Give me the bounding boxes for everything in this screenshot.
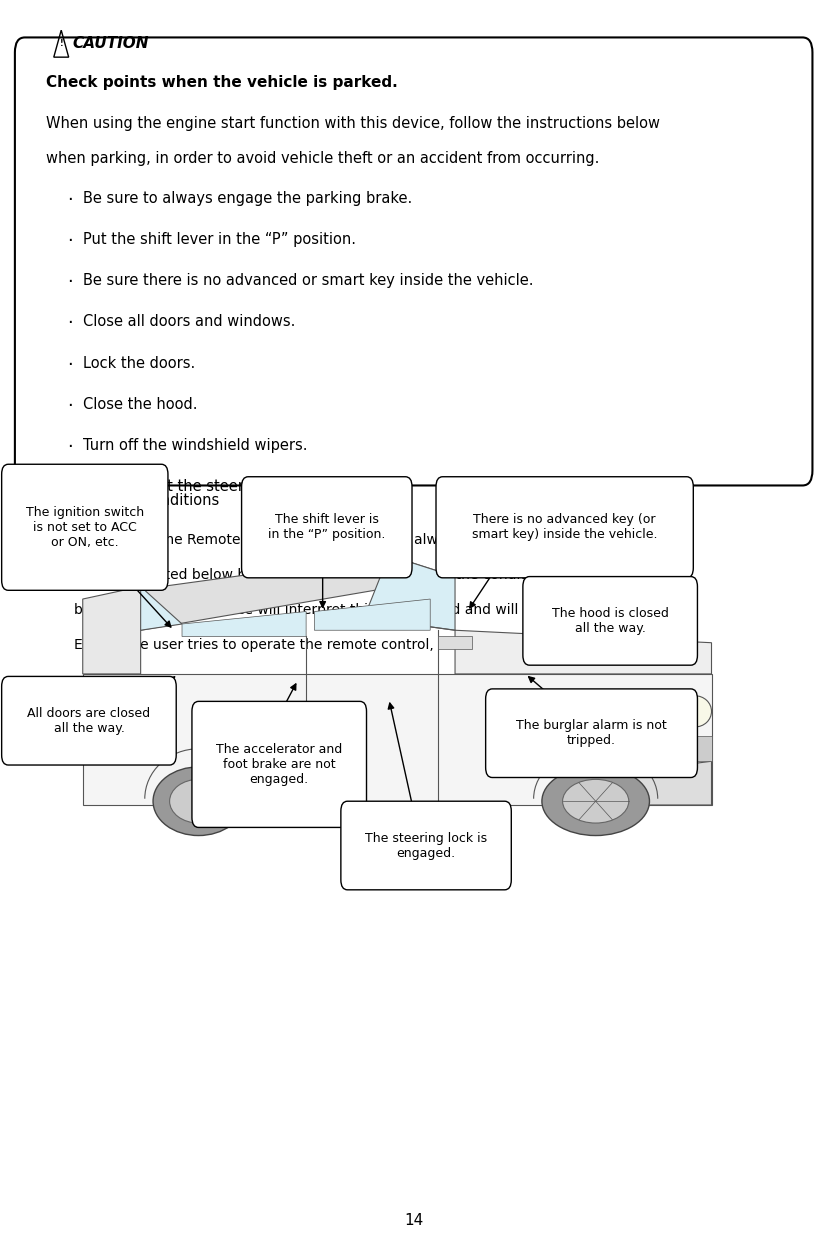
Text: The steering lock is
engaged.: The steering lock is engaged. (365, 831, 488, 860)
Text: ·: · (67, 314, 73, 332)
FancyBboxPatch shape (436, 477, 693, 578)
Polygon shape (116, 587, 182, 630)
Text: CAUTION: CAUTION (73, 36, 149, 51)
Text: ·: · (67, 273, 73, 291)
Text: Close the hood.: Close the hood. (82, 397, 197, 412)
Text: ·: · (67, 479, 73, 497)
Text: Lock the doors.: Lock the doors. (82, 356, 195, 371)
FancyBboxPatch shape (241, 477, 412, 578)
Text: Check points when the vehicle is parked.: Check points when the vehicle is parked. (46, 75, 397, 90)
Text: Engine Start Conditions: Engine Start Conditions (46, 493, 219, 508)
Text: Close all doors and windows.: Close all doors and windows. (82, 314, 295, 329)
Text: ·: · (67, 438, 73, 456)
Text: Turn off the windshield wipers.: Turn off the windshield wipers. (82, 438, 307, 453)
Text: All doors are closed
all the way.: All doors are closed all the way. (27, 706, 151, 735)
Ellipse shape (562, 779, 629, 824)
Ellipse shape (542, 766, 650, 836)
Text: The ignition switch
is not set to ACC
or ON, etc.: The ignition switch is not set to ACC or… (26, 505, 144, 549)
Polygon shape (646, 736, 711, 761)
Polygon shape (314, 599, 430, 630)
Text: The burglar alarm is not
tripped.: The burglar alarm is not tripped. (516, 719, 667, 748)
Polygon shape (82, 587, 141, 674)
Text: Be sure to always engage the parking brake.: Be sure to always engage the parking bra… (82, 191, 412, 206)
Text: ·: · (67, 232, 73, 250)
Polygon shape (82, 674, 711, 805)
Text: There is no advanced key (or
smart key) inside the vehicle.: There is no advanced key (or smart key) … (472, 513, 657, 542)
FancyBboxPatch shape (341, 801, 512, 890)
FancyBboxPatch shape (2, 676, 176, 765)
Text: when parking, in order to avoid vehicle theft or an accident from occurring.: when parking, in order to avoid vehicle … (46, 151, 599, 166)
Polygon shape (116, 555, 455, 630)
Text: 14: 14 (404, 1213, 423, 1228)
Polygon shape (612, 761, 711, 805)
Polygon shape (455, 630, 711, 674)
Text: !: ! (59, 39, 63, 49)
Text: ·: · (67, 191, 73, 208)
FancyBboxPatch shape (522, 577, 697, 665)
FancyBboxPatch shape (192, 701, 367, 827)
Ellipse shape (170, 779, 227, 824)
Text: Be sure there is no advanced or smart key inside the vehicle.: Be sure there is no advanced or smart ke… (82, 273, 533, 288)
FancyBboxPatch shape (15, 37, 812, 485)
Text: been satisfied, the device will interpret this as a hazard and will not operate.: been satisfied, the device will interpre… (74, 603, 609, 617)
Text: Even if the user tries to operate the remote control, the engine will not start.: Even if the user tries to operate the re… (74, 638, 609, 651)
Polygon shape (182, 612, 306, 636)
Ellipse shape (678, 696, 711, 726)
Polygon shape (438, 636, 472, 649)
Text: The hood is closed
all the way.: The hood is closed all the way. (552, 607, 669, 635)
Text: Put the shift lever in the “P” position.: Put the shift lever in the “P” position. (82, 232, 356, 247)
Text: When using the engine start function with this device, follow the instructions b: When using the engine start function wit… (46, 116, 660, 131)
Text: Be sure that the steering lock is engaged.: Be sure that the steering lock is engage… (82, 479, 390, 494)
Polygon shape (364, 555, 455, 630)
Text: conditions listed below beforehand. Even if just one of the conditions has not: conditions listed below beforehand. Even… (74, 568, 611, 582)
FancyBboxPatch shape (486, 689, 697, 778)
FancyBboxPatch shape (2, 464, 168, 590)
Text: The accelerator and
foot brake are not
engaged.: The accelerator and foot brake are not e… (216, 743, 342, 786)
Text: ·: · (67, 397, 73, 414)
Ellipse shape (153, 766, 244, 836)
Text: The shift lever is
in the “P” position.: The shift lever is in the “P” position. (268, 513, 385, 542)
Text: ·: · (67, 356, 73, 373)
Text: When using the Remote Engine Start, be sure to always check the start: When using the Remote Engine Start, be s… (74, 533, 572, 547)
